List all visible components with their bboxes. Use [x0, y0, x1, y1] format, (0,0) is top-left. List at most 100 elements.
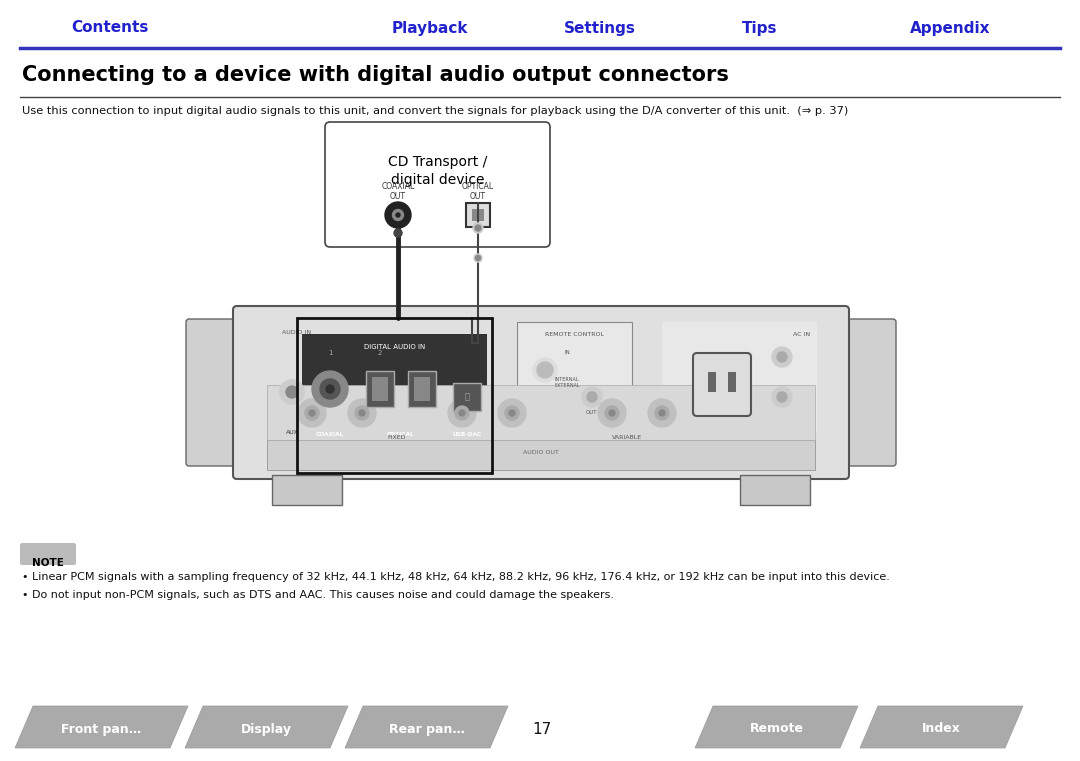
Text: AC IN: AC IN [794, 332, 811, 337]
Text: • Linear PCM signals with a sampling frequency of 32 kHz, 44.1 kHz, 48 kHz, 64 k: • Linear PCM signals with a sampling fre… [22, 572, 890, 582]
Bar [366, 371, 394, 407]
Circle shape [588, 392, 597, 402]
Circle shape [537, 362, 553, 378]
Circle shape [359, 410, 365, 416]
Circle shape [777, 392, 787, 402]
Circle shape [605, 406, 619, 420]
Circle shape [648, 399, 676, 427]
Text: INTERNAL
EXTERNAL: INTERNAL EXTERNAL [554, 377, 580, 388]
Circle shape [659, 410, 665, 416]
Text: Front pan…: Front pan… [62, 722, 141, 735]
Polygon shape [696, 706, 858, 748]
Circle shape [384, 202, 411, 228]
Circle shape [312, 371, 348, 407]
Text: FIXED: FIXED [388, 435, 406, 440]
FancyBboxPatch shape [838, 319, 896, 466]
Text: Contents: Contents [71, 21, 149, 36]
Text: OPTICAL: OPTICAL [388, 432, 415, 437]
Text: Appendix: Appendix [909, 21, 990, 36]
Circle shape [473, 223, 483, 233]
Text: NOTE: NOTE [32, 558, 64, 568]
Bar [267, 385, 815, 440]
Circle shape [392, 209, 404, 221]
Bar [708, 372, 716, 392]
Circle shape [474, 254, 482, 262]
Circle shape [509, 410, 515, 416]
Bar [302, 334, 487, 429]
Circle shape [505, 406, 519, 420]
Text: Remote: Remote [750, 722, 804, 735]
Circle shape [772, 347, 792, 367]
Circle shape [320, 379, 340, 399]
Text: IN: IN [564, 350, 570, 355]
Circle shape [309, 410, 315, 416]
Circle shape [475, 225, 481, 231]
Circle shape [498, 399, 526, 427]
Bar [267, 440, 815, 470]
Circle shape [598, 399, 626, 427]
Text: Playback: Playback [392, 21, 469, 36]
Bar [728, 372, 735, 392]
Circle shape [582, 387, 602, 407]
Bar [740, 475, 810, 505]
Circle shape [280, 380, 303, 404]
Bar [517, 322, 632, 434]
Text: Use this connection to input digital audio signals to this unit, and convert the: Use this connection to input digital aud… [22, 106, 848, 116]
FancyBboxPatch shape [233, 306, 849, 479]
Circle shape [777, 352, 787, 362]
FancyBboxPatch shape [325, 122, 550, 247]
Polygon shape [860, 706, 1023, 748]
Circle shape [355, 406, 369, 420]
Bar [372, 377, 388, 401]
Circle shape [455, 406, 469, 420]
Text: • Do not input non-PCM signals, such as DTS and AAC. This causes noise and could: • Do not input non-PCM signals, such as … [22, 590, 615, 600]
Circle shape [654, 406, 669, 420]
Text: COAXIAL: COAXIAL [315, 432, 345, 437]
Text: USB-DAC: USB-DAC [453, 432, 482, 437]
Text: Connecting to a device with digital audio output connectors: Connecting to a device with digital audi… [22, 65, 729, 85]
Text: Tips: Tips [742, 21, 778, 36]
Text: 1: 1 [327, 350, 333, 356]
Text: REMOTE CONTROL: REMOTE CONTROL [545, 332, 604, 337]
Bar [272, 475, 342, 505]
Bar [414, 377, 430, 401]
Circle shape [286, 386, 298, 398]
FancyBboxPatch shape [693, 353, 751, 416]
Circle shape [609, 410, 615, 416]
Text: COAXIAL
OUT: COAXIAL OUT [381, 182, 415, 202]
Text: 17: 17 [532, 721, 552, 737]
Text: AUDIO IN: AUDIO IN [282, 330, 311, 335]
Bar [465, 203, 490, 227]
Text: OPTICAL
OUT: OPTICAL OUT [462, 182, 494, 202]
Text: 2: 2 [378, 350, 382, 356]
Circle shape [772, 387, 792, 407]
Text: ␧: ␧ [464, 393, 470, 402]
Bar [297, 318, 492, 473]
Circle shape [459, 410, 465, 416]
Text: Index: Index [922, 722, 961, 735]
Circle shape [298, 399, 326, 427]
Polygon shape [15, 706, 188, 748]
Circle shape [396, 213, 400, 217]
Text: VARIABLE: VARIABLE [612, 435, 643, 440]
FancyBboxPatch shape [21, 543, 76, 565]
Bar [408, 371, 436, 407]
Circle shape [326, 385, 334, 393]
Circle shape [448, 399, 476, 427]
Circle shape [305, 406, 319, 420]
Text: AUDIO OUT: AUDIO OUT [523, 450, 559, 455]
Text: DIGITAL AUDIO IN: DIGITAL AUDIO IN [364, 344, 426, 350]
Circle shape [534, 358, 557, 382]
Text: Display: Display [241, 722, 292, 735]
Circle shape [475, 256, 481, 260]
Text: Settings: Settings [564, 21, 636, 36]
Polygon shape [345, 706, 508, 748]
Circle shape [394, 229, 402, 237]
Text: AUX: AUX [285, 430, 298, 435]
Bar [453, 383, 481, 411]
Bar [472, 209, 484, 221]
Bar [662, 322, 816, 434]
Text: CD Transport /
digital device: CD Transport / digital device [388, 155, 487, 187]
Text: OUT: OUT [586, 410, 597, 415]
Polygon shape [185, 706, 348, 748]
